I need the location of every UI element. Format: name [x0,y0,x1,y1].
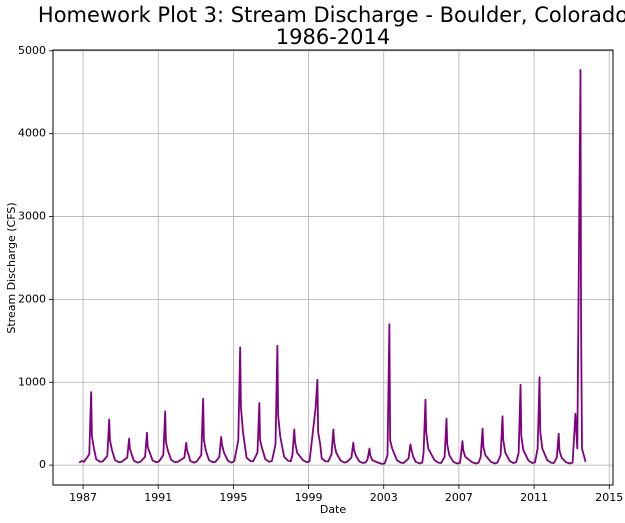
x-tick-label: 2011 [520,491,548,504]
x-tick-label: 2007 [445,491,473,504]
x-tick-label: 1991 [144,491,172,504]
y-axis-label: Stream Discharge (CFS) [5,202,18,333]
y-tick-label: 5000 [18,44,46,57]
plot-area: 0 1000 2000 3000 4000 5000 1987 1991 1995 1999 200… [18,44,623,504]
y-tick-label: 4000 [18,127,46,140]
y-tick-label: 3000 [18,210,46,223]
chart-title: 1986-2014 [276,25,390,49]
chart-title: Homework Plot 3: Stream Discharge - Boul… [38,3,625,27]
x-tick-label: 1987 [69,491,97,504]
y-tick-label: 2000 [18,292,46,305]
plot-frame [52,49,614,486]
data-line [78,68,587,465]
y-tick-label: 1000 [18,375,46,388]
x-axis-label: Date [320,503,347,516]
x-tick-label: 2003 [370,491,398,504]
x-tick-label: 2015 [595,491,623,504]
x-tick-label: 1999 [295,491,323,504]
x-tick-label: 1995 [219,491,247,504]
y-tick-label: 0 [39,458,46,471]
